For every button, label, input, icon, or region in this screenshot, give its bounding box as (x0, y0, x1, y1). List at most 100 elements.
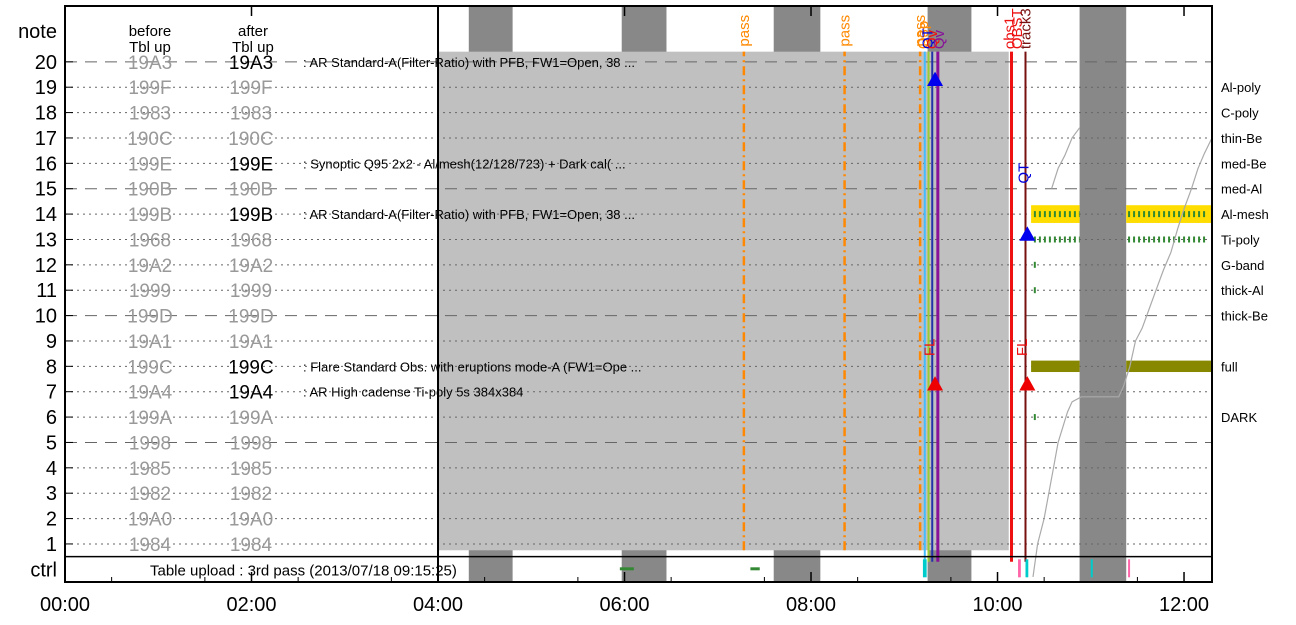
event-label: Qv (931, 29, 948, 49)
row-note: : Flare Standard Obs. with eruptions mod… (303, 359, 642, 374)
row-code-after: 199F (229, 78, 272, 99)
event-label: QT (1016, 163, 1033, 184)
filter-label: Al-poly (1221, 80, 1261, 95)
x-tick-label: 04:00 (413, 594, 463, 616)
row-code-after: 19A0 (229, 510, 273, 531)
ctrl-mark (922, 559, 927, 578)
column-header-after: Tbl up (232, 39, 274, 56)
row-note: : Synoptic Q95 2x2 - Al/mesh(12/128/723)… (303, 156, 626, 171)
x-tick-label: 10:00 (972, 594, 1022, 616)
row-note: : AR Standard-A(Filter-Ratio) with PFB, … (303, 207, 635, 222)
axes: note1234567891011121314151617181920ctrl0… (18, 6, 1212, 616)
ctrl-mark (750, 567, 760, 571)
marker-triangle (927, 71, 944, 86)
y-tick-label: 10 (35, 306, 57, 328)
x-tick-label: 08:00 (786, 594, 836, 616)
row-code-after: 19A2 (229, 256, 273, 277)
row-code-before: 19A4 (128, 383, 173, 404)
row-code-after: 190B (229, 180, 273, 201)
filter-label: DARK (1221, 410, 1257, 425)
y-tick-label: 8 (46, 356, 57, 378)
row-code-after: 1999 (230, 281, 272, 302)
filter-label: full (1221, 359, 1238, 374)
x-tick-label: 12:00 (1159, 594, 1209, 616)
row-code-after: 1982 (230, 484, 272, 505)
ctrl-mark (1025, 559, 1029, 578)
plot-frame (64, 5, 1213, 583)
y-tick-label: 11 (36, 280, 57, 302)
ctrl-mark (1018, 559, 1021, 578)
table-upload-note: Table upload : 3rd pass (2013/07/18 09:1… (150, 562, 457, 579)
x-tick-label: 00:00 (40, 594, 90, 616)
row-code-after: 1985 (230, 459, 272, 480)
x-tick-label: 02:00 (226, 594, 276, 616)
filter-label: thin-Be (1221, 131, 1262, 146)
night-band (1079, 6, 1127, 582)
y-tick-label: 2 (46, 509, 57, 531)
filter-label: C-poly (1221, 106, 1259, 121)
row-code-after: 1983 (230, 104, 272, 125)
row-code-after: 19A3 (229, 53, 273, 74)
row-code-after: 199D (228, 307, 273, 328)
row-code-before: 1984 (129, 535, 172, 556)
y-tick-label: 12 (35, 255, 57, 277)
marker-triangle (927, 376, 944, 391)
y-tick-label: 20 (35, 52, 57, 74)
marker-triangle (1019, 376, 1036, 391)
row-code-before: 1968 (129, 230, 171, 251)
column-header-after: after (238, 23, 268, 40)
staircase-segment (1051, 127, 1081, 189)
y-tick-label: 7 (46, 382, 57, 404)
row-code-after: 199A (229, 408, 274, 429)
row-code-before: 199B (128, 205, 172, 226)
y-tick-label: 15 (35, 179, 57, 201)
pass-label: pass (837, 15, 854, 47)
row-code-before: 19A1 (128, 332, 172, 353)
row-code-before: 19A0 (128, 510, 172, 531)
row-code-after: 19A1 (229, 332, 273, 353)
row-code-after: 1998 (230, 433, 272, 454)
y-tick-label: 1 (46, 534, 57, 556)
row-code-before: 190B (128, 180, 172, 201)
row-code-before: 199F (128, 78, 171, 99)
row-code-after: 199E (229, 154, 273, 175)
filter-label: med-Be (1221, 156, 1267, 171)
table-block (438, 51, 1009, 551)
filter-label: Al-mesh (1221, 207, 1269, 222)
row-code-before: 199A (128, 408, 173, 429)
staircase-trace (1032, 127, 1213, 577)
pass-label: pass (736, 15, 753, 47)
row-code-before: 19A3 (128, 53, 172, 74)
row-note: : AR Standard-A(Filter-Ratio) with PFB, … (303, 55, 635, 70)
row-code-before: 190C (127, 129, 172, 150)
row-code-after: 1984 (230, 535, 273, 556)
marker-triangle (1019, 226, 1036, 241)
y-tick-label: 5 (46, 432, 57, 454)
row-code-before: 199D (127, 307, 172, 328)
filter-bars (1031, 205, 1212, 421)
row-code-before: 1982 (129, 484, 171, 505)
row-code-after: 190C (228, 129, 273, 150)
column-header-before: before (129, 23, 172, 40)
y-tick-label: 13 (35, 229, 57, 251)
staircase-line (1032, 137, 1213, 577)
ctrl-mark (619, 567, 634, 571)
row-note: : AR High cadense Ti-poly 5s 384x384 (303, 385, 523, 400)
ctrl-mark (1128, 559, 1131, 578)
y-tick-label: 9 (46, 331, 57, 353)
event-label: Q3p (915, 21, 932, 49)
event-label: obs1 (1002, 17, 1019, 50)
event-label: FL (921, 339, 938, 357)
markers (619, 71, 1131, 578)
row-code-after: 19A4 (229, 383, 274, 404)
filter-label: G-band (1221, 258, 1264, 273)
event-label: FL (1014, 339, 1031, 357)
column-header-before: Tbl up (129, 39, 171, 56)
pass-label: pass (912, 15, 929, 47)
y-tick-label: 17 (35, 128, 57, 150)
event-label: OBST (1009, 8, 1026, 49)
filter-label: thick-Al (1221, 283, 1264, 298)
